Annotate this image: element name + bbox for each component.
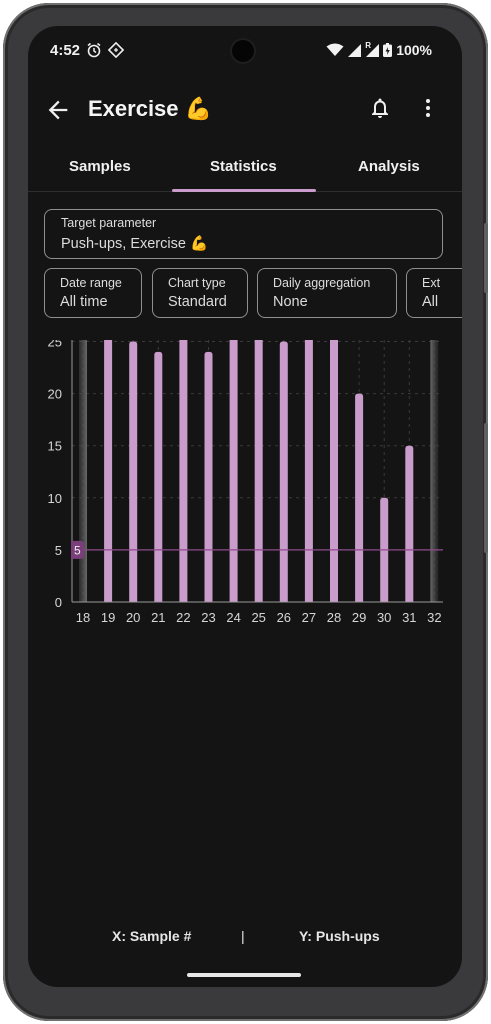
more-options-button[interactable] <box>416 96 440 120</box>
alarm-icon <box>87 42 101 58</box>
daily-aggregation-chip[interactable]: Daily aggregation None <box>257 268 397 318</box>
daily-aggregation-value: None <box>273 294 308 310</box>
x-tick-label: 28 <box>327 610 341 625</box>
x-tick-label: 30 <box>377 610 391 625</box>
date-range-label: Date range <box>60 276 122 290</box>
wifi-icon <box>326 43 344 56</box>
chart-bar <box>254 340 263 602</box>
x-axis-caption: X: Sample # <box>112 928 192 944</box>
y-tick-label: 0 <box>55 595 62 610</box>
chart-bar <box>204 351 213 602</box>
chart-bar <box>279 341 288 602</box>
chart-bar <box>129 341 138 602</box>
roaming-signal-icon: R <box>365 40 380 57</box>
x-tick-label: 21 <box>151 610 165 625</box>
chart-type-chip[interactable]: Chart type Standard <box>152 268 248 318</box>
screen: 4:52 R <box>28 26 462 987</box>
extra-filter-chip[interactable]: Ext All <box>406 268 462 318</box>
chart-bar <box>330 340 338 602</box>
vpn-diamond-icon <box>108 42 124 58</box>
status-time: 4:52 <box>50 42 81 59</box>
status-bar: 4:52 R <box>28 26 462 74</box>
chart-type-label: Chart type <box>168 276 226 290</box>
chart-bar <box>179 340 188 602</box>
reference-line-badge <box>71 540 85 559</box>
daily-aggregation-label: Daily aggregation <box>273 276 371 290</box>
volume-button <box>484 423 488 553</box>
x-tick-label: 25 <box>251 610 265 625</box>
signal-icon <box>348 43 362 57</box>
x-tick-label: 24 <box>226 610 240 625</box>
tab-indicator <box>172 189 316 192</box>
back-button[interactable] <box>44 96 72 124</box>
tab-samples[interactable]: Samples <box>69 158 131 175</box>
x-tick-label: 18 <box>76 610 90 625</box>
target-parameter-value: Push-ups, Exercise 💪 <box>61 236 208 252</box>
y-axis-caption: Y: Push-ups <box>299 928 380 944</box>
chart-bar <box>304 340 313 602</box>
y-tick-label: 20 <box>48 387 62 402</box>
chart-type-value: Standard <box>168 294 227 310</box>
battery-percent: 100% <box>396 42 432 58</box>
x-tick-label: 32 <box>427 610 441 625</box>
date-range-chip[interactable]: Date range All time <box>44 268 142 318</box>
x-tick-label: 26 <box>277 610 291 625</box>
chart-bar <box>229 340 238 602</box>
chart-bar <box>104 340 113 602</box>
battery-charging-icon <box>383 43 393 57</box>
tab-analysis[interactable]: Analysis <box>358 158 420 175</box>
x-tick-label: 31 <box>402 610 416 625</box>
x-tick-label: 29 <box>352 610 366 625</box>
chart-bar <box>355 393 364 602</box>
x-tick-label: 19 <box>101 610 115 625</box>
target-parameter-label: Target parameter <box>61 216 157 230</box>
page-title: Exercise 💪 <box>88 96 213 121</box>
y-tick-label: 15 <box>48 439 62 454</box>
more-vert-icon <box>426 99 430 117</box>
roaming-label: R <box>365 40 371 50</box>
arrow-back-icon <box>48 100 68 120</box>
notifications-button[interactable] <box>368 96 392 120</box>
extra-filter-label: Ext <box>422 276 441 290</box>
target-parameter-field[interactable]: Target parameter Push-ups, Exercise 💪 <box>44 209 443 259</box>
statistics-chart[interactable]: 051015202530354045505026.225181920212223… <box>28 340 462 860</box>
y-tick-label: 5 <box>55 543 62 558</box>
y-tick-label: 10 <box>48 491 62 506</box>
chart-bar <box>405 445 414 602</box>
x-tick-label: 23 <box>201 610 215 625</box>
x-tick-label: 27 <box>302 610 316 625</box>
x-tick-label: 20 <box>126 610 140 625</box>
tab-bar: Samples Statistics Analysis <box>28 154 462 192</box>
chart-bar <box>154 351 163 602</box>
power-button <box>484 223 488 293</box>
y-tick-label: 25 <box>48 340 62 350</box>
chart-bar <box>79 340 87 602</box>
extra-filter-value: All <box>422 294 439 310</box>
axis-caption-separator: | <box>241 928 245 944</box>
home-indicator[interactable] <box>187 973 301 977</box>
front-camera <box>232 40 254 62</box>
bell-icon <box>372 98 388 118</box>
tab-statistics[interactable]: Statistics <box>210 158 277 175</box>
reference-line-label: 5 <box>74 543 81 557</box>
chart-bar <box>430 340 439 602</box>
date-range-value: All time <box>60 294 108 310</box>
x-tick-label: 22 <box>176 610 190 625</box>
app-bar: Exercise 💪 <box>28 86 462 134</box>
